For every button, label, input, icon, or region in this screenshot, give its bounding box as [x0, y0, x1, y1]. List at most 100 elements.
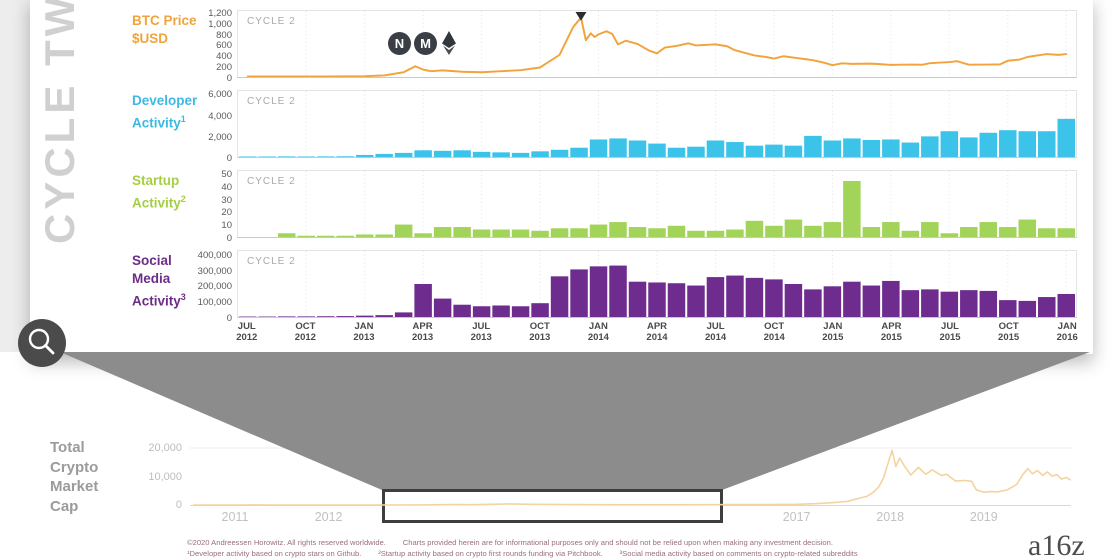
- social_media_activity-bar: [823, 286, 842, 317]
- btc-price-line: [246, 16, 1068, 77]
- startup_activity-bar: [297, 235, 315, 237]
- developer_activity-bar: [804, 135, 822, 157]
- developer_activity-bar: [667, 147, 686, 157]
- social_media_activity-bar: [589, 266, 608, 317]
- developer_activity-bar: [531, 151, 549, 157]
- eth-bottom: [443, 45, 455, 55]
- y-tick: 400: [216, 51, 232, 63]
- label-superscript: 3: [180, 292, 186, 302]
- x-tick-line: 2013: [529, 332, 551, 343]
- developer_activity-bar: [1038, 131, 1056, 157]
- social_media_activity-bar: [648, 282, 666, 317]
- startup_activity-plot: [277, 171, 1076, 237]
- x-tick-label: JUL 2013: [459, 321, 503, 343]
- developer_activity-bar: [1057, 118, 1076, 157]
- developer_activity-bar: [472, 151, 491, 157]
- y-tick: 800: [216, 29, 232, 41]
- y-tick: 4,000: [208, 110, 232, 122]
- y-tick: 20: [221, 207, 232, 219]
- year-tick-label: 2011: [221, 510, 249, 524]
- footer-sources: ¹Developer activity based on crypto star…: [187, 549, 858, 558]
- magnifier-handle: [44, 344, 55, 355]
- startup_activity-bar: [706, 230, 725, 237]
- developer_activity-bar: [1018, 131, 1037, 157]
- y-tick: 6,000: [208, 89, 232, 101]
- x-tick-label: JUL 2015: [928, 321, 972, 343]
- y-tick: 40: [221, 181, 232, 193]
- developer_activity-bar: [706, 140, 725, 157]
- developer_activity-bar: [550, 149, 569, 157]
- social_media_activity-plot: [238, 251, 1076, 317]
- x-tick-label: JAN 2016: [1045, 321, 1089, 343]
- startup_activity-bar: [979, 222, 998, 237]
- year-tick-label: 2018: [876, 510, 905, 524]
- magnifier-glyph: [28, 328, 55, 355]
- cycle-two-side-label: CYCLE TWO: [36, 0, 83, 244]
- market-cap-label-line: Cap: [50, 497, 79, 515]
- y-tick: 1,200: [208, 7, 232, 19]
- social_media_activity-bar: [843, 281, 861, 317]
- social_media_activity-bar: [979, 290, 998, 317]
- y-tick: 600: [216, 40, 232, 52]
- social_media_activity-bar: [316, 316, 335, 317]
- y-tick: 10: [221, 220, 232, 232]
- developer_activity-bar: [238, 156, 257, 157]
- social_media_activity-bar: [492, 305, 510, 317]
- social_media_activity-bar: [1057, 293, 1076, 317]
- startup_activity-bar: [843, 180, 861, 237]
- startup_activity-bar: [531, 230, 549, 237]
- startup_activity-bar: [355, 234, 374, 237]
- y-tick: 0: [226, 313, 232, 324]
- label-superscript: 2: [180, 194, 186, 204]
- social_media_activity-bar: [745, 277, 764, 317]
- year-tick-label: 2012: [314, 510, 343, 524]
- y-tick: 0: [226, 153, 232, 164]
- social_media_activity-bar: [765, 279, 783, 317]
- a16z-logo: a16z: [1028, 529, 1085, 558]
- startup_activity-bar: [882, 222, 900, 237]
- panel-cycle-label: CYCLE 2: [247, 16, 296, 27]
- market-cap-label-line: Crypto: [50, 458, 99, 476]
- social_media_activity-bar: [667, 283, 686, 317]
- social-media-activity-label: Social Media Activity3: [132, 252, 186, 311]
- startup_activity-bar: [433, 227, 452, 237]
- developer_activity-bar: [492, 152, 510, 157]
- developer_activity-bar: [414, 150, 432, 157]
- social_media_activity-bar: [921, 289, 939, 317]
- developer_activity-bar: [862, 139, 881, 157]
- startup_activity-bar: [940, 233, 959, 237]
- label-line: Startup: [132, 173, 180, 188]
- startup_activity-bar: [1057, 228, 1076, 237]
- social_media_activity-bar: [453, 304, 471, 317]
- year-tick-label: 2017: [782, 510, 811, 524]
- developer_activity-bar: [882, 139, 900, 157]
- x-tick-line: 2015: [939, 332, 961, 343]
- x-tick-line: APR: [881, 321, 902, 332]
- startup_activity-bar: [277, 233, 296, 237]
- y-tick: 100,000: [197, 297, 232, 309]
- startup_activity-bar: [336, 235, 354, 237]
- startup_activity-bar: [511, 229, 530, 237]
- social_media_activity-bar: [1038, 297, 1056, 317]
- x-tick-label: OCT 2012: [283, 321, 327, 343]
- x-tick-line: 2016: [1056, 332, 1078, 343]
- social_media_activity-bar: [862, 285, 881, 317]
- label-line: Social: [132, 253, 172, 268]
- namecoin-icon: N: [388, 31, 411, 55]
- startup_activity-bar: [472, 229, 491, 237]
- social_media_activity-bar: [531, 303, 549, 317]
- developer_activity-bar: [765, 144, 783, 157]
- ethereum-glyph: [442, 31, 456, 55]
- developer_activity-bar: [375, 153, 393, 157]
- x-tick-line: OCT: [529, 321, 550, 332]
- y-tick: 0: [226, 73, 232, 84]
- x-tick-line: OCT: [998, 321, 1019, 332]
- social_media_activity-bar: [394, 312, 413, 317]
- startup_activity-bar: [316, 235, 335, 237]
- developer_activity-bar: [687, 146, 705, 157]
- developer_activity-bar: [745, 145, 764, 157]
- startup_activity-bar: [375, 234, 393, 237]
- market-cap-label: Total Crypto Market Cap: [50, 438, 98, 516]
- x-tick-label: JUL 2014: [694, 321, 738, 343]
- startup_activity-bar: [726, 229, 744, 237]
